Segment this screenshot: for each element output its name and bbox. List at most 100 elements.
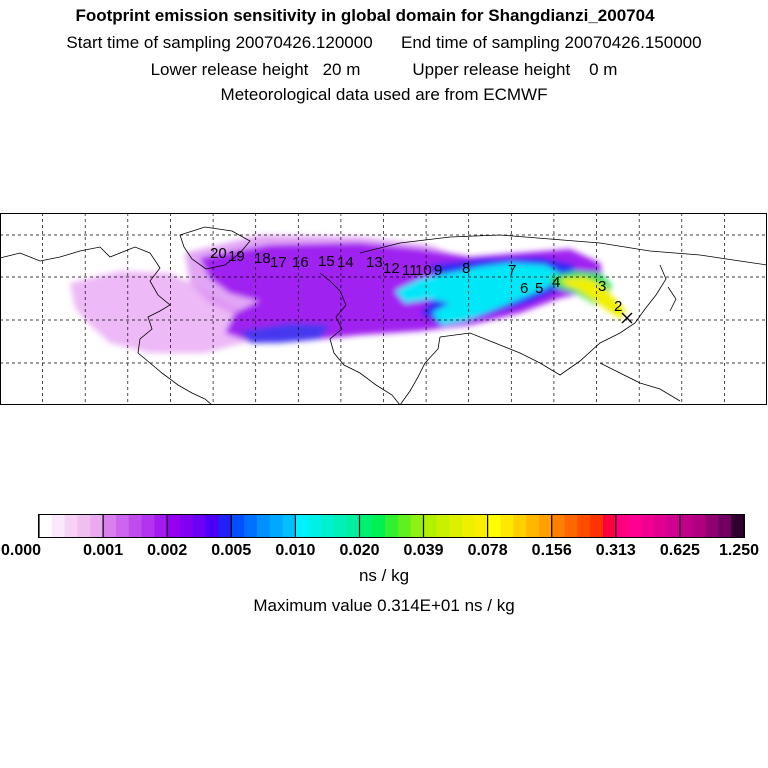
site-marker [621, 312, 633, 324]
colorbar-bin [295, 515, 309, 537]
release-heights: Lower release height 20 m Upper release … [0, 60, 768, 80]
coast-north-america [0, 246, 213, 405]
colorbar-bin [90, 515, 104, 537]
colorbar-bin [372, 515, 386, 537]
colorbar-tick-labels: 0.000 0.001 0.002 0.005 0.010 0.020 0.039 0.078… [1, 542, 759, 559]
colorbar-bin [615, 515, 630, 537]
colorbar-bin [641, 515, 655, 537]
colorbar-bin [244, 515, 258, 537]
colorbar-bin [526, 515, 540, 537]
colorbar-bin [564, 515, 578, 537]
coast-sea-asia [599, 362, 681, 402]
lower-label: Lower release height [150, 60, 309, 79]
day-label: 8 [462, 260, 470, 277]
colorbar-tick-label: 0.001 [83, 542, 123, 559]
day-label: 7 [508, 262, 516, 279]
colorbar-bin [603, 515, 617, 537]
colorbar-tick-label: 0.039 [403, 542, 443, 559]
day-label: 19 [228, 248, 245, 265]
upper-label: Upper release height [412, 60, 571, 79]
end-value: 20070426.150000 [564, 33, 702, 52]
colorbar-bin [487, 515, 501, 537]
colorbar-tick-label: 0.005 [211, 542, 251, 559]
day-label: 5 [535, 280, 543, 297]
colorbar-bin [321, 515, 335, 537]
grid-lines [0, 213, 767, 405]
field-light-north-america [70, 271, 260, 353]
colorbar-bin [205, 515, 219, 537]
colorbar-bin [141, 515, 155, 537]
colorbar-bin [77, 515, 91, 537]
colorbar-bin [397, 515, 412, 537]
coast-africa-east [399, 336, 441, 405]
colorbar-bin [192, 515, 207, 537]
colorbar-bin [51, 515, 66, 537]
colorbar-bin [128, 515, 142, 537]
colorbar-bin [64, 515, 78, 537]
colorbar-tick-label: 0.000 [1, 542, 41, 559]
day-label: 13 [366, 254, 383, 271]
day-label: 18 [254, 250, 271, 267]
map-frame [0, 213, 767, 405]
colorbar-bin [180, 515, 194, 537]
colorbar-bin [231, 515, 245, 537]
max-value-text: 0.314E+01 ns / kg [377, 596, 515, 615]
units-label: ns / kg [358, 566, 410, 585]
colorbar-tick-label: 0.313 [596, 542, 636, 559]
day-label: 9 [434, 262, 442, 279]
colorbar-bins [39, 515, 745, 537]
colorbar-bin [474, 515, 489, 537]
colorbar-bin [423, 515, 437, 537]
field-cyan-asia [395, 263, 560, 325]
colorbar-bin [154, 515, 168, 537]
colorbar-bin [679, 515, 694, 537]
max-label: Maximum value [253, 596, 373, 615]
colorbar-bin [256, 515, 271, 537]
colorbar-bin [333, 515, 348, 537]
start-value: 20070426.120000 [235, 33, 373, 52]
day-label: 16 [292, 254, 309, 271]
colorbar-bin [718, 515, 732, 537]
colorbar-bin [359, 515, 373, 537]
upper-value: 0 m [589, 60, 618, 79]
colorbar-bin [590, 515, 604, 537]
day-label: 14 [337, 254, 354, 271]
colorbar-bin [103, 515, 117, 537]
coastlines [0, 226, 767, 405]
colorbar-bin [705, 515, 719, 537]
colorbar-bin [551, 515, 565, 537]
day-label: 20 [210, 245, 227, 262]
colorbar-tick-label: 0.010 [275, 542, 315, 559]
colorbar-bin [436, 515, 450, 537]
field-blue-atlantic [240, 323, 330, 343]
sensitivity-field [70, 235, 626, 353]
colorbar-bin [500, 515, 514, 537]
figure-title: Footprint emission sensitivity in global… [75, 6, 655, 25]
colorbar-bin [115, 515, 130, 537]
colorbar-bin [462, 515, 476, 537]
day-label: 6 [520, 280, 528, 297]
colorbar-bin [410, 515, 424, 537]
colorbar-bin [667, 515, 681, 537]
colorbar-tick-label: 0.625 [660, 542, 700, 559]
colorbar-frame [38, 514, 745, 538]
end-label: End time of sampling [401, 33, 560, 52]
field-yellow-core [560, 277, 626, 319]
colorbar-tick-label: 0.078 [468, 542, 508, 559]
colorbar-tick-label: 1.250 [719, 542, 759, 559]
colorbar-bin [346, 515, 360, 537]
colorbar-bin [308, 515, 322, 537]
coast-greenland [179, 226, 251, 270]
colorbar-tick-label: 0.002 [147, 542, 187, 559]
day-label: 4 [552, 274, 560, 291]
colorbar-bin [167, 515, 181, 537]
coast-asia-north [359, 234, 767, 266]
sampling-times: Start time of sampling 20070426.120000 E… [0, 33, 768, 53]
day-label: 10 [415, 262, 432, 279]
day-label: 12 [383, 260, 400, 277]
colorbar-bin [282, 515, 296, 537]
colorbar-tick-label: 0.156 [532, 542, 572, 559]
colorbar-bin [628, 515, 642, 537]
colorbar-bin [513, 515, 527, 537]
